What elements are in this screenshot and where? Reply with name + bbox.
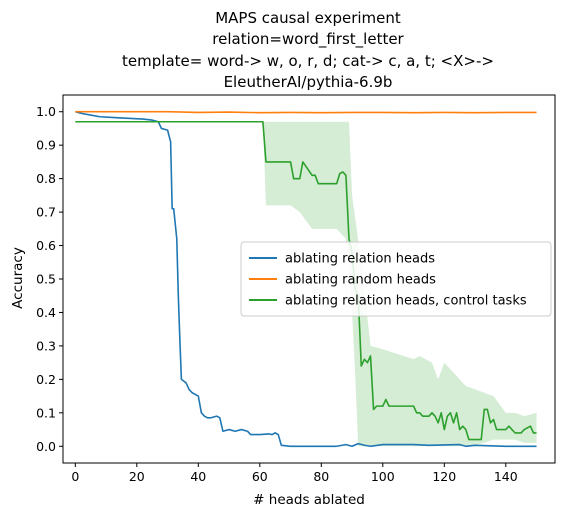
legend: ablating relation heads ablating random h… xyxy=(240,241,552,317)
chart-title-line-4: EleutherAI/pythia-6.9b xyxy=(224,73,393,91)
x-tick-label: 120 xyxy=(432,469,456,484)
x-tick-label: 140 xyxy=(494,469,518,484)
axes: 0 20 40 60 80 100 120 140 0.0 0.1 0.2 0.3 0.4 0.5 0.6 0… xyxy=(36,94,556,484)
chart-title: MAPS causal experiment relation=word_fir… xyxy=(122,9,494,91)
legend-box xyxy=(240,241,552,317)
y-tick-label: 0.3 xyxy=(36,338,56,353)
chart-title-line-1: MAPS causal experiment xyxy=(215,9,401,27)
y-tick-label: 0.0 xyxy=(36,439,56,454)
y-tick-label: 0.5 xyxy=(36,272,56,287)
x-tick-label: 100 xyxy=(371,469,395,484)
confidence-band-series-3 xyxy=(75,121,537,447)
y-tick-label: 0.7 xyxy=(36,205,56,220)
y-tick-label: 0.6 xyxy=(36,238,56,253)
legend-label: ablating random heads xyxy=(285,273,436,288)
series-line-2 xyxy=(75,110,537,114)
series-line-3 xyxy=(75,120,537,441)
plot-area xyxy=(75,110,537,448)
x-tick-label: 40 xyxy=(190,469,206,484)
legend-label: ablating relation heads, control tasks xyxy=(285,294,527,309)
x-tick-label: 80 xyxy=(313,469,329,484)
series-line-1 xyxy=(75,110,537,448)
y-tick-label: 0.1 xyxy=(36,405,56,420)
y-tick-label: 0.8 xyxy=(36,171,56,186)
chart-title-line-3: template= word-> w, o, r, d; cat-> c, a,… xyxy=(122,52,494,70)
x-tick-label: 20 xyxy=(129,469,145,484)
y-axis-title: Accuracy xyxy=(10,247,26,309)
y-tick-label: 0.4 xyxy=(36,305,56,320)
legend-label: ablating relation heads xyxy=(285,252,435,267)
x-tick-label: 60 xyxy=(252,469,268,484)
y-tick-label: 0.9 xyxy=(36,138,56,153)
y-tick-label: 1.0 xyxy=(36,104,56,119)
y-tick-label: 0.2 xyxy=(36,372,56,387)
x-tick-label: 0 xyxy=(71,469,79,484)
chart-title-line-2: relation=word_first_letter xyxy=(212,30,404,49)
x-axis-title: # heads ablated xyxy=(253,492,365,508)
